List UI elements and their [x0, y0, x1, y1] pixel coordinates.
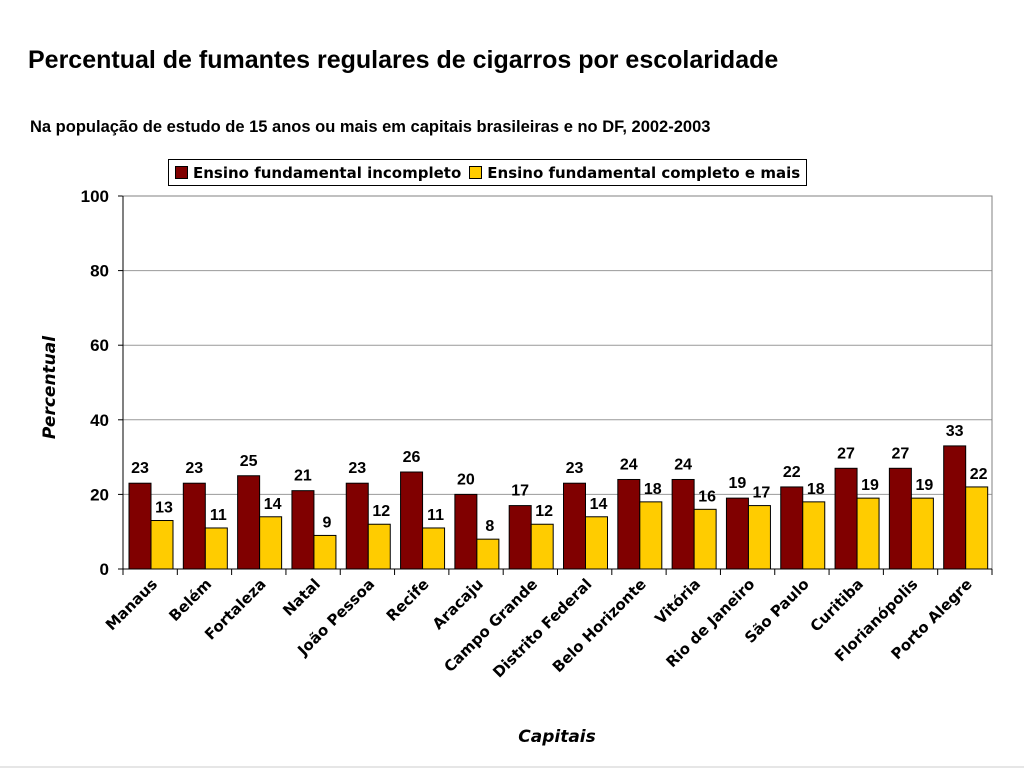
data-label-series-1-5: 26 [403, 449, 421, 466]
bar-series-1-14 [888, 467, 912, 570]
bar-series-2-13 [856, 497, 880, 570]
bar-series-1-5 [400, 471, 424, 570]
legend-swatch-series-2 [469, 166, 483, 179]
data-label-series-1-4: 23 [348, 460, 366, 477]
bar-series-1-9 [617, 478, 641, 570]
bar-series-1-12 [780, 486, 804, 570]
x-tick-label-10: Vitória [651, 575, 704, 628]
data-label-series-2-13: 19 [861, 477, 879, 494]
bar-series-1-0 [128, 482, 152, 570]
data-label-series-1-12: 22 [783, 464, 801, 481]
data-label-series-2-8: 14 [590, 496, 608, 513]
data-label-series-1-6: 20 [457, 471, 475, 488]
bar-series-1-11 [725, 497, 749, 570]
legend-swatch-series-1 [175, 166, 188, 179]
y-tick-label-100: 100 [81, 187, 109, 206]
x-tick-label-3: Natal [279, 575, 324, 620]
y-tick-label-40: 40 [90, 411, 109, 430]
bar-series-1-6 [454, 493, 478, 570]
bar-series-2-3 [313, 534, 337, 570]
bar-series-2-14 [910, 497, 934, 570]
x-tick-label-9: Belo Horizonte [549, 575, 650, 676]
bar-series-1-4 [345, 482, 369, 570]
chart-subtitle: Na população de estudo de 15 anos ou mai… [30, 118, 711, 136]
bar-series-1-3 [291, 490, 315, 570]
y-tick-label-80: 80 [90, 262, 109, 281]
data-label-series-2-6: 8 [485, 518, 494, 535]
bar-series-2-11 [747, 505, 771, 570]
x-axis-title: Capitais [518, 727, 596, 747]
data-label-series-2-0: 13 [155, 500, 173, 517]
data-label-series-2-2: 14 [264, 496, 282, 513]
bar-series-2-10 [693, 508, 717, 570]
data-label-series-2-12: 18 [807, 481, 825, 498]
x-tick-label-1: Belém [165, 575, 215, 625]
bar-series-1-13 [834, 467, 858, 570]
bar-series-2-2 [259, 516, 283, 570]
y-tick-label-20: 20 [90, 485, 109, 504]
bar-series-1-10 [671, 478, 695, 570]
bar-series-2-5 [422, 527, 446, 570]
data-label-series-1-13: 27 [837, 445, 855, 462]
data-label-series-1-3: 21 [294, 468, 312, 485]
bar-series-2-1 [204, 527, 228, 570]
chart-title: Percentual de fumantes regulares de ciga… [28, 46, 779, 74]
bar-series-1-15 [943, 445, 967, 570]
bar-series-2-7 [530, 523, 554, 570]
data-label-series-2-11: 17 [753, 485, 771, 502]
bar-series-2-4 [367, 523, 391, 570]
bar-series-1-7 [508, 505, 532, 570]
y-axis-title: Percentual [40, 335, 60, 439]
bar-series-1-2 [237, 475, 261, 570]
data-label-series-2-15: 22 [970, 466, 988, 483]
data-label-series-2-14: 19 [915, 477, 933, 494]
bar-series-2-6 [476, 538, 500, 570]
data-label-series-2-1: 11 [210, 507, 227, 524]
data-label-series-1-10: 24 [674, 456, 692, 473]
data-label-series-1-7: 17 [511, 483, 529, 500]
data-label-series-1-8: 23 [566, 460, 584, 477]
x-tick-label-0: Manaus [102, 575, 161, 634]
data-label-series-1-9: 24 [620, 456, 638, 473]
footer-rule [0, 766, 1024, 768]
data-label-series-1-15: 33 [946, 423, 964, 440]
data-label-series-2-3: 9 [322, 514, 331, 531]
bar-series-2-9 [639, 501, 663, 570]
bar-series-2-8 [585, 516, 608, 570]
bar-series-2-0 [150, 520, 174, 570]
x-tick-label-5: Recife [383, 575, 433, 625]
x-tick-label-7: Campo Grande [440, 575, 541, 676]
bar-series-1-8 [563, 482, 586, 570]
bar-series-2-12 [802, 501, 826, 570]
legend-item-series-2: Ensino fundamental completo e mais [469, 164, 800, 182]
data-label-series-2-5: 11 [427, 507, 444, 524]
data-label-series-1-2: 25 [240, 453, 258, 470]
data-label-series-2-7: 12 [535, 503, 553, 520]
legend-label-series-2: Ensino fundamental completo e mais [487, 163, 801, 182]
legend: Ensino fundamental incompleto Ensino fun… [168, 159, 808, 186]
y-tick-label-0: 0 [100, 560, 109, 579]
legend-item-series-1: Ensino fundamental incompleto [175, 164, 461, 182]
data-label-series-1-0: 23 [131, 460, 149, 477]
legend-label-series-1: Ensino fundamental incompleto [193, 163, 462, 182]
data-label-series-1-11: 19 [729, 475, 747, 492]
x-tick-label-8: Distrito Federal [489, 575, 595, 681]
y-tick-label-60: 60 [90, 336, 109, 355]
data-label-series-1-1: 23 [185, 460, 203, 477]
bar-series-1-1 [182, 482, 206, 570]
data-label-series-2-10: 16 [698, 488, 716, 505]
data-label-series-2-9: 18 [644, 481, 662, 498]
bar-series-2-15 [965, 486, 989, 570]
data-label-series-1-14: 27 [891, 445, 909, 462]
data-label-series-2-4: 12 [372, 503, 390, 520]
